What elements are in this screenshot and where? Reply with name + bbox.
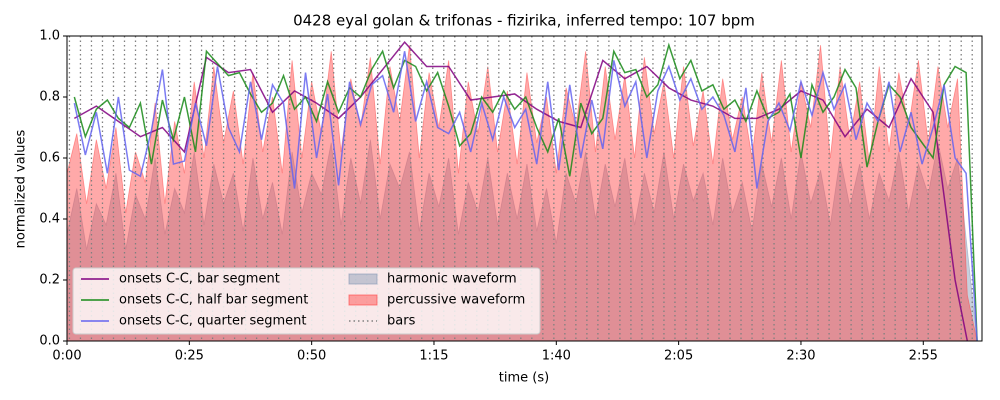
legend: onsets C-C, bar segment onsets C-C, half … [72,267,541,335]
y-tick-label: 0.6 [39,151,60,166]
x-tick-label: 2:30 [786,349,815,364]
y-tick-label: 0.2 [39,273,60,288]
y-tick-label: 0.8 [39,90,60,105]
legend-swatch [348,273,378,285]
legend-box [72,267,541,335]
legend-swatch [348,294,378,306]
y-tick-label: 0.0 [39,334,60,349]
x-tick-label: 2:55 [909,349,938,364]
legend-label: onsets C-C, quarter segment [119,314,306,329]
line [73,51,978,341]
y-tick-label: 0.4 [39,212,60,227]
x-tick-label: 1:15 [419,349,448,364]
legend-label: harmonic waveform [387,272,517,287]
line [73,42,978,341]
x-tick-label: 0:50 [297,349,326,364]
legend-label: onsets C-C, half bar segment [119,293,308,308]
x-tick-label: 1:40 [542,349,571,364]
chart-title: 0428 eyal golan & trifonas - fizirika, i… [293,12,755,30]
legend-label: percussive waveform [387,293,525,308]
x-tick-label: 0:00 [52,349,81,364]
x-tick-label: 0:25 [175,349,204,364]
x-tick-label: 2:05 [664,349,693,364]
legend-label: onsets C-C, bar segment [119,272,280,287]
y-tick-label: 1.0 [39,29,60,44]
axes-frame [66,35,983,342]
x-axis-label: time (s) [499,371,549,386]
legend-label: bars [387,314,416,329]
y-axis-label: normalized values [14,129,29,248]
